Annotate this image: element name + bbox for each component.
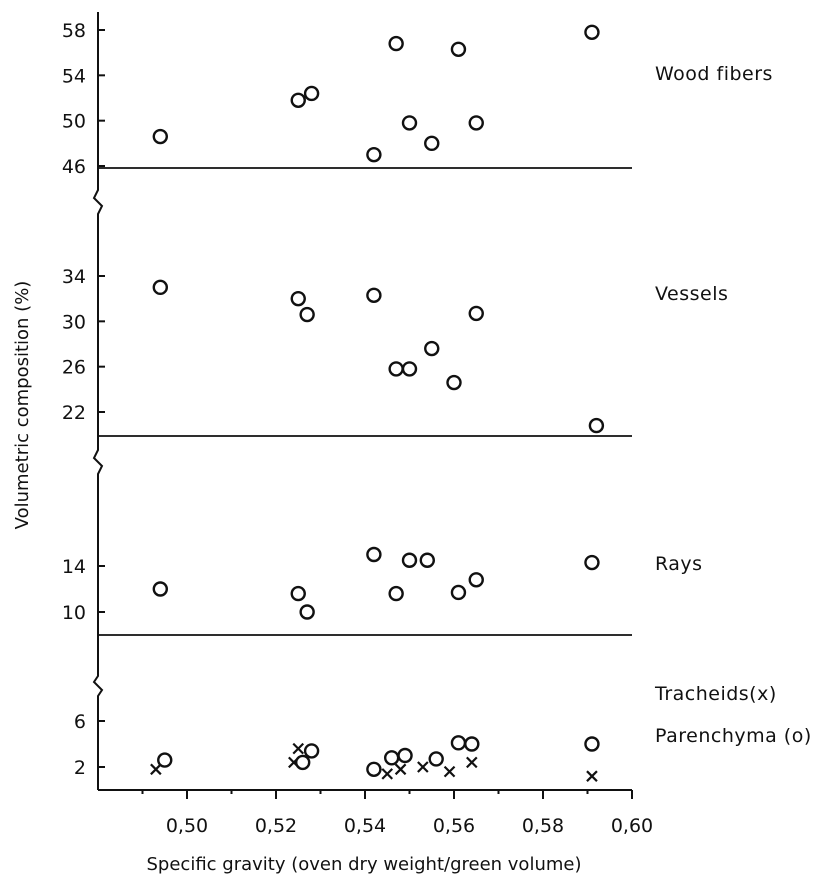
panel-label: Vessels — [655, 283, 728, 305]
tracheid-point — [151, 764, 161, 774]
data-point — [292, 587, 305, 600]
tracheid-point — [396, 764, 406, 774]
data-point — [367, 763, 380, 776]
data-point — [296, 756, 309, 769]
y-tick-label: 30 — [62, 311, 86, 333]
data-point — [301, 606, 314, 619]
y-tick-label: 6 — [74, 711, 86, 733]
data-point — [367, 289, 380, 302]
data-point — [470, 573, 483, 586]
y-tick-label: 54 — [62, 65, 86, 87]
x-tick-label: 0,60 — [611, 815, 653, 837]
x-tick-label: 0,52 — [255, 815, 297, 837]
y-tick-label: 14 — [62, 556, 86, 578]
data-point — [399, 749, 412, 762]
tracheid-point — [467, 757, 477, 767]
y-axis-line — [94, 12, 102, 790]
x-tick-label: 0,54 — [344, 815, 386, 837]
y-tick-label: 2 — [74, 757, 86, 779]
data-point — [470, 116, 483, 129]
y-tick-label: 46 — [62, 156, 86, 178]
x-tick-label: 0,50 — [166, 815, 208, 837]
y-tick-label: 22 — [62, 402, 86, 424]
tracheid-point — [418, 762, 428, 772]
data-point — [390, 362, 403, 375]
data-point — [367, 548, 380, 561]
data-point — [421, 554, 434, 567]
data-point — [452, 43, 465, 56]
tracheid-point — [587, 771, 597, 781]
data-point — [154, 130, 167, 143]
data-point — [452, 736, 465, 749]
data-point — [425, 137, 438, 150]
data-point — [390, 37, 403, 50]
data-point — [158, 754, 171, 767]
data-point — [403, 362, 416, 375]
data-point — [292, 94, 305, 107]
y-tick-label: 10 — [62, 602, 86, 624]
data-point — [585, 738, 598, 751]
data-point — [403, 554, 416, 567]
legend-entry: Tracheids(x) — [654, 683, 777, 705]
x-tick-label: 0,58 — [522, 815, 564, 837]
panel-label: Wood fibers — [655, 63, 773, 85]
data-point — [154, 583, 167, 596]
plot-area: 0,50 0,52 0,54 0,56 0,58 0,60 46 50 54 58 Wood fib… — [62, 12, 812, 837]
data-point — [590, 419, 603, 432]
tracheid-point — [445, 767, 455, 777]
y-tick-label: 58 — [62, 20, 86, 42]
x-axis-title: Specific gravity (oven dry weight/green … — [147, 854, 582, 875]
data-point — [301, 308, 314, 321]
data-point — [305, 87, 318, 100]
legend-entry: Parenchyma (o) — [655, 725, 812, 747]
data-point — [430, 752, 443, 765]
data-point — [385, 751, 398, 764]
data-point — [448, 376, 461, 389]
panel-label: Rays — [655, 553, 703, 575]
y-tick-label: 26 — [62, 357, 86, 379]
data-point — [585, 26, 598, 39]
tracheid-point — [293, 744, 303, 754]
data-point — [305, 744, 318, 757]
y-axis-title: Volumetric composition (%) — [12, 281, 33, 530]
data-point — [403, 116, 416, 129]
data-point — [452, 586, 465, 599]
y-tick-label: 50 — [62, 111, 86, 133]
data-point — [470, 307, 483, 320]
y-tick-label: 34 — [62, 266, 86, 288]
x-tick-label: 0,56 — [433, 815, 475, 837]
data-point — [390, 587, 403, 600]
data-point — [585, 556, 598, 569]
tracheid-point — [382, 769, 392, 779]
data-point — [292, 292, 305, 305]
data-point — [425, 342, 438, 355]
data-point — [367, 148, 380, 161]
data-point — [465, 738, 478, 751]
data-point — [154, 281, 167, 294]
